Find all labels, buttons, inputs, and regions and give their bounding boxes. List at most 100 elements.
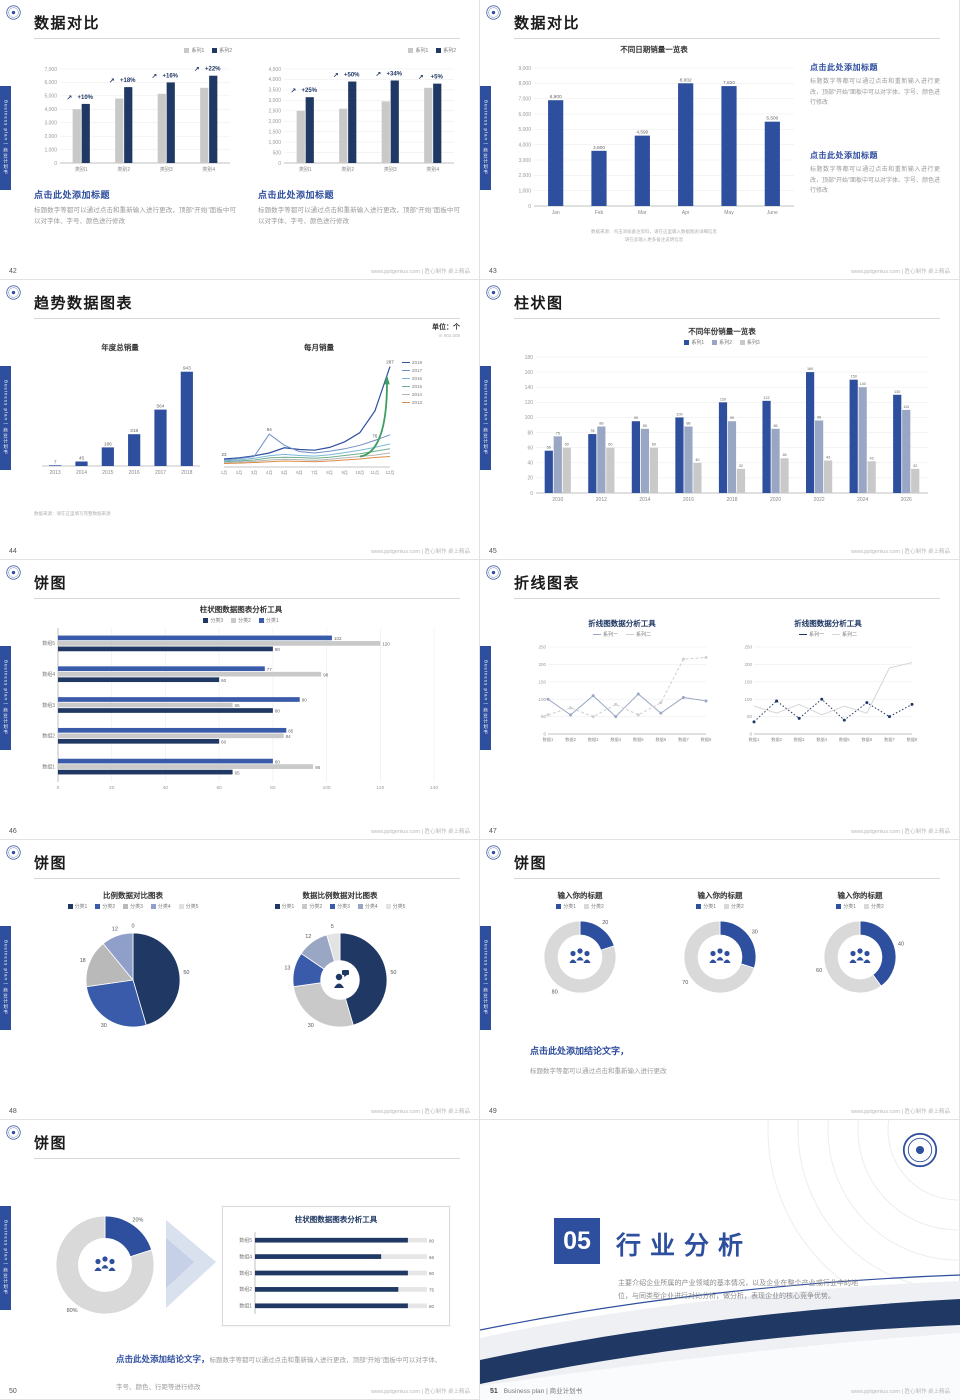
svg-text:80: 80 <box>429 1304 435 1309</box>
svg-text:140: 140 <box>525 385 534 391</box>
svg-text:30: 30 <box>752 929 758 935</box>
divider-swoosh-graphic <box>480 1120 960 1400</box>
footer-brand: www.pptgenius.com | 匠心制作 桌上精品 <box>371 549 470 555</box>
slide-title: 饼图 <box>34 575 68 592</box>
svg-text:3,500: 3,500 <box>268 88 281 94</box>
side-ribbon: Business plan | 商业计划书 <box>0 646 11 750</box>
donut-chart: 40 60 <box>794 911 926 1003</box>
side-ribbon-text: Business plan | 商业计划书 <box>3 100 9 176</box>
chart-title: 输入你的标题 <box>697 891 743 900</box>
brand-logo-icon <box>486 285 501 300</box>
svg-text:类别3: 类别3 <box>384 166 397 173</box>
svg-text:数组5: 数组5 <box>239 1237 252 1244</box>
line-chart: 1月 2月 3月 4月 5月 6月 7月 8月 9月 10月 11月 12月 23 94 76 287 <box>214 354 424 478</box>
svg-text:3,600: 3,600 <box>593 145 605 151</box>
svg-text:May: May <box>724 210 734 216</box>
svg-text:94: 94 <box>267 427 273 432</box>
svg-text:数据7: 数据7 <box>678 736 689 743</box>
donut-chart: 20 80 <box>514 911 646 1003</box>
svg-text:95: 95 <box>634 416 638 420</box>
brand-logo-icon <box>6 845 21 860</box>
chart-title: 比例数据对比图表 <box>103 891 163 900</box>
svg-text:66: 66 <box>429 1255 435 1260</box>
svg-text:数据6: 数据6 <box>655 736 666 743</box>
svg-text:32: 32 <box>913 464 917 468</box>
svg-text:160: 160 <box>525 370 534 376</box>
side-ribbon-text: Business plan | 商业计划书 <box>3 940 9 1016</box>
svg-text:2024: 2024 <box>857 497 868 503</box>
page-number: 43 <box>489 268 497 275</box>
svg-text:6,000: 6,000 <box>44 80 57 86</box>
line-analysis-left: 折线图数据分析工具 系列一 系列二 0 50 100 150 200 250 数据1 数据2 数据… <box>530 618 714 754</box>
svg-text:9,000: 9,000 <box>518 66 531 72</box>
svg-text:7月: 7月 <box>311 470 318 476</box>
slide-44: Business plan | 商业计划书 趋势数据图表 单位：个 in 902… <box>0 280 480 560</box>
brand-logo-icon <box>6 1125 21 1140</box>
side-ribbon: Business plan | 商业计划书 <box>0 1206 11 1310</box>
svg-text:3,000: 3,000 <box>518 158 531 164</box>
text-block: 点击此处添加标题 标题数字等都可以通过点击和重新输入进行更改，顶部“开始”面板中… <box>810 62 940 109</box>
side-ribbon: Business plan | 商业计划书 <box>480 86 491 190</box>
svg-text:65: 65 <box>235 703 241 708</box>
chart-legend: 系列一 系列二 <box>736 630 920 639</box>
svg-text:类别4: 类别4 <box>426 166 439 173</box>
svg-text:77: 77 <box>267 667 273 672</box>
page-number: 48 <box>9 1108 17 1115</box>
svg-text:120: 120 <box>382 642 390 647</box>
svg-text:8,000: 8,000 <box>518 81 531 87</box>
svg-text:100: 100 <box>676 412 682 416</box>
svg-text:7: 7 <box>54 459 57 465</box>
svg-text:+34%: +34% <box>386 71 402 77</box>
footer-brand: www.pptgenius.com | 匠心制作 桌上精品 <box>851 829 950 835</box>
line-chart: 0 50 100 150 200 250 数据1 数据2 数据3 数据4 数据5 数据6 数据7 数据8 <box>530 639 714 745</box>
svg-text:June: June <box>767 210 778 216</box>
svg-text:+50%: +50% <box>344 73 360 79</box>
svg-text:95: 95 <box>315 765 321 770</box>
panel-title: 柱状图数据图表分析工具 <box>294 1215 378 1224</box>
conclusion-heading: 点击此处添加结论文字， <box>116 1354 210 1364</box>
chart-title: 折线图数据分析工具 <box>588 619 656 628</box>
footer-brand: www.pptgenius.com | 匠心制作 桌上精品 <box>371 1389 470 1395</box>
svg-text:2,000: 2,000 <box>268 119 281 125</box>
svg-text:0: 0 <box>54 161 57 167</box>
footer-brand: www.pptgenius.com | 匠心制作 桌上精品 <box>851 1389 950 1395</box>
svg-text:数据6: 数据6 <box>861 736 872 743</box>
svg-text:65: 65 <box>235 770 241 775</box>
side-ribbon-text: Business plan | 商业计划书 <box>483 380 489 456</box>
svg-text:7,820: 7,820 <box>723 80 735 86</box>
slide-45: Business plan | 商业计划书 柱状图 不同年份销量一览表 系列1 系… <box>480 280 960 560</box>
svg-text:Mar: Mar <box>638 210 647 216</box>
donut-chart: 30 70 <box>654 911 786 1003</box>
title-divider <box>514 598 940 599</box>
footer-brand: www.pptgenius.com | 匠心制作 桌上精品 <box>851 549 950 555</box>
block-heading: 点击此处添加标题 <box>810 63 878 72</box>
svg-text:88: 88 <box>599 422 603 426</box>
footer-label: Business plan | 商业计划书 <box>503 1388 583 1395</box>
chart-legend: 系列一 系列二 <box>530 630 714 639</box>
side-ribbon-text: Business plan | 商业计划书 <box>483 940 489 1016</box>
svg-text:数据3: 数据3 <box>794 736 805 743</box>
svg-text:150: 150 <box>744 679 752 684</box>
section-number: 05 <box>554 1218 600 1264</box>
pie-chart: 50 30 18 12 0 <box>44 911 222 1049</box>
bar-chart: 7 45 186 318 564 943 2013 2014 2015 2016 2017 2018 <box>34 354 206 478</box>
svg-text:数据7: 数据7 <box>884 736 895 743</box>
svg-text:类别1: 类别1 <box>299 166 312 173</box>
donut-chart-2: 输入你的标题 分类1 分类2 30 70 <box>654 890 786 1020</box>
svg-text:2014: 2014 <box>639 497 650 503</box>
svg-text:Apr: Apr <box>682 210 690 216</box>
svg-text:20: 20 <box>527 476 533 482</box>
slide-51: 05 行业分析 主要介绍企业所属的产业领域的基本情况，以及企业在整个产业或行业中… <box>480 1120 960 1400</box>
footer-brand: www.pptgenius.com | 匠心制作 桌上精品 <box>851 269 950 275</box>
pie-chart-right: 数据比例数据对比图表 分类1 分类2 分类3 分类4 分类5 50 30 13 12 5 <box>246 890 434 1058</box>
donut-chart-3: 输入你的标题 分类1 分类2 40 60 <box>794 890 926 1020</box>
svg-text:90: 90 <box>302 698 308 703</box>
svg-text:数组4: 数组4 <box>42 671 55 678</box>
svg-text:5,500: 5,500 <box>766 116 778 122</box>
svg-text:4,000: 4,000 <box>268 77 281 83</box>
svg-text:8月: 8月 <box>326 470 333 476</box>
page-number: 44 <box>9 548 17 555</box>
block-heading: 点击此处添加标题 <box>258 190 335 200</box>
side-ribbon: Business plan | 商业计划书 <box>480 926 491 1030</box>
section-title: 行业分析 <box>616 1232 753 1260</box>
